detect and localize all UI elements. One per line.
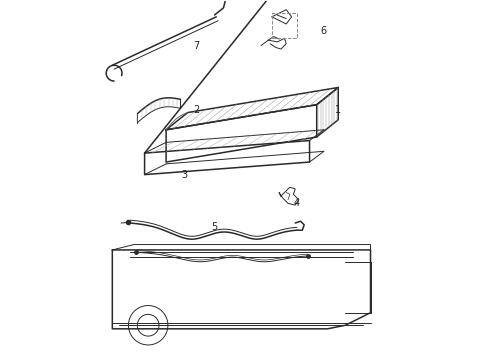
Text: 4: 4 <box>294 198 300 208</box>
Text: 1: 1 <box>335 105 342 115</box>
Text: 7: 7 <box>194 41 200 50</box>
Text: 6: 6 <box>321 26 327 36</box>
Text: 2: 2 <box>194 105 200 115</box>
Text: 3: 3 <box>181 170 187 180</box>
Text: 5: 5 <box>211 222 218 232</box>
